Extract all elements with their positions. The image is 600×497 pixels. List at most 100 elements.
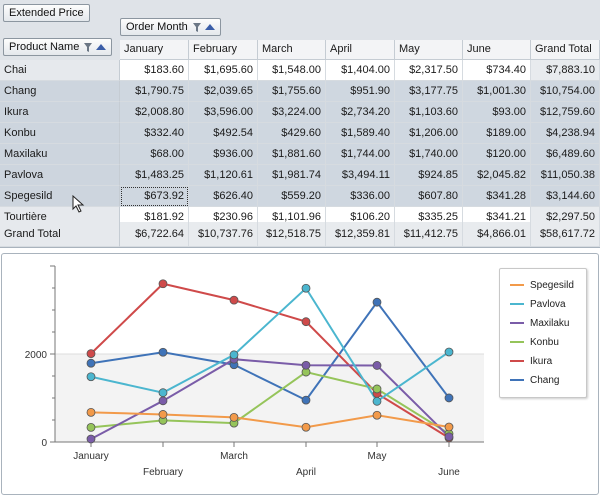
pivot-cell[interactable]: $341.28 xyxy=(463,186,531,207)
pivot-cell[interactable]: $10,737.76 xyxy=(189,222,258,247)
data-point xyxy=(86,358,96,368)
pivot-cell[interactable]: $183.60 xyxy=(120,60,189,81)
pivot-cell[interactable]: $1,483.25 xyxy=(120,165,189,186)
pivot-cell[interactable]: $2,734.20 xyxy=(326,102,395,123)
pivot-cell[interactable]: $951.90 xyxy=(326,81,395,102)
pivot-cell[interactable]: $3,596.00 xyxy=(189,102,258,123)
legend-label: Spegesild xyxy=(530,279,574,291)
legend-label: Maxilaku xyxy=(530,317,570,329)
pivot-cell[interactable]: $1,548.00 xyxy=(258,60,326,81)
pivot-cell[interactable]: $93.00 xyxy=(463,102,531,123)
row-header[interactable]: Chang xyxy=(0,81,120,102)
legend-swatch xyxy=(510,341,524,343)
legend-swatch xyxy=(510,303,524,305)
pivot-cell[interactable]: $673.92 xyxy=(120,186,189,207)
chart-legend: Spegesild Pavlova Maxilaku Konbu Ikura Chang xyxy=(499,268,587,398)
pivot-cell[interactable]: $1,001.30 xyxy=(463,81,531,102)
pivot-cell[interactable]: $429.60 xyxy=(258,123,326,144)
pivot-cell[interactable]: $1,404.00 xyxy=(326,60,395,81)
pivot-cell[interactable]: $3,144.60 xyxy=(531,186,600,207)
pivot-cell[interactable]: $2,317.50 xyxy=(395,60,463,81)
pivot-cell[interactable]: $1,120.61 xyxy=(189,165,258,186)
row-header[interactable]: Grand Total xyxy=(0,222,120,247)
series-line xyxy=(90,358,450,440)
sort-ascending-icon[interactable] xyxy=(96,44,107,50)
filter-icon[interactable] xyxy=(84,42,93,52)
pivot-cell[interactable]: $10,754.00 xyxy=(531,81,600,102)
pivot-cell[interactable]: $1,744.00 xyxy=(326,144,395,165)
pivot-cell[interactable]: $626.40 xyxy=(189,186,258,207)
column-field-button[interactable]: Order Month xyxy=(120,18,221,36)
column-header[interactable]: February xyxy=(189,40,258,60)
pivot-cell[interactable]: $1,981.74 xyxy=(258,165,326,186)
x-tick-label: April xyxy=(296,467,316,478)
pivot-cell[interactable]: $1,790.75 xyxy=(120,81,189,102)
line-chart: 0 2000 January February March April May June xyxy=(25,265,484,478)
row-header[interactable]: Maxilaku xyxy=(0,144,120,165)
column-header[interactable]: January xyxy=(120,40,189,60)
y-tick-label: 2000 xyxy=(25,350,48,361)
data-field-button[interactable]: Extended Price xyxy=(3,4,90,22)
pivot-cell[interactable]: $3,494.11 xyxy=(326,165,395,186)
pivot-cell[interactable]: $3,177.75 xyxy=(395,81,463,102)
pivot-cell[interactable]: $2,045.82 xyxy=(463,165,531,186)
pivot-cell[interactable]: $4,866.01 xyxy=(463,222,531,247)
pivot-cell[interactable]: $3,224.00 xyxy=(258,102,326,123)
pivot-cell[interactable]: $2,039.65 xyxy=(189,81,258,102)
pivot-cell[interactable]: $12,518.75 xyxy=(258,222,326,247)
pivot-cell[interactable]: $1,740.00 xyxy=(395,144,463,165)
pivot-cell[interactable]: $7,883.10 xyxy=(531,60,600,81)
series-line xyxy=(90,411,450,429)
pivot-cell[interactable]: $12,359.81 xyxy=(326,222,395,247)
data-field-label: Extended Price xyxy=(9,7,84,19)
pivot-cell[interactable]: $1,103.60 xyxy=(395,102,463,123)
filter-icon[interactable] xyxy=(192,22,201,32)
mouse-cursor-icon xyxy=(72,195,85,213)
column-header[interactable]: March xyxy=(258,40,326,60)
data-point xyxy=(372,410,382,420)
pivot-cell[interactable]: $4,238.94 xyxy=(531,123,600,144)
pivot-cell[interactable]: $120.00 xyxy=(463,144,531,165)
pivot-cell[interactable]: $2,008.80 xyxy=(120,102,189,123)
legend-swatch xyxy=(510,360,524,362)
pivot-cell[interactable]: $11,050.38 xyxy=(531,165,600,186)
pivot-cell[interactable]: $924.85 xyxy=(395,165,463,186)
pivot-cell[interactable]: $58,617.72 xyxy=(531,222,600,247)
column-header[interactable]: June xyxy=(463,40,531,60)
pivot-cell[interactable]: $492.54 xyxy=(189,123,258,144)
legend-label: Ikura xyxy=(530,355,553,367)
pivot-cell[interactable]: $559.20 xyxy=(258,186,326,207)
row-header[interactable]: Pavlova xyxy=(0,165,120,186)
sort-ascending-icon[interactable] xyxy=(204,24,215,30)
pivot-cell[interactable]: $332.40 xyxy=(120,123,189,144)
pivot-cell[interactable]: $189.00 xyxy=(463,123,531,144)
data-point xyxy=(86,422,96,432)
pivot-cell[interactable]: $936.00 xyxy=(189,144,258,165)
row-header[interactable]: Konbu xyxy=(0,123,120,144)
row-header[interactable]: Ikura xyxy=(0,102,120,123)
pivot-cell[interactable]: $68.00 xyxy=(120,144,189,165)
pivot-cell[interactable]: $6,722.64 xyxy=(120,222,189,247)
legend-item: Ikura xyxy=(510,353,552,369)
pivot-cell[interactable]: $734.40 xyxy=(463,60,531,81)
pivot-cell[interactable]: $1,881.60 xyxy=(258,144,326,165)
column-header[interactable]: April xyxy=(326,40,395,60)
data-point xyxy=(444,393,454,403)
pivot-cell[interactable]: $11,412.75 xyxy=(395,222,463,247)
pivot-cell[interactable]: $6,489.60 xyxy=(531,144,600,165)
pivot-cell[interactable]: $607.80 xyxy=(395,186,463,207)
series-line xyxy=(90,286,450,403)
column-header[interactable]: May xyxy=(395,40,463,60)
data-point xyxy=(444,422,454,432)
pivot-cell[interactable]: $336.00 xyxy=(326,186,395,207)
pivot-cell[interactable]: $1,755.60 xyxy=(258,81,326,102)
pivot-cell[interactable]: $1,206.00 xyxy=(395,123,463,144)
pivot-cell[interactable]: $1,695.60 xyxy=(189,60,258,81)
row-header[interactable]: Spegesild xyxy=(0,186,120,207)
row-header[interactable]: Chai xyxy=(0,60,120,81)
pivot-cell[interactable]: $12,759.60 xyxy=(531,102,600,123)
row-field-button[interactable]: Product Name xyxy=(3,38,113,56)
column-header[interactable]: Grand Total xyxy=(531,40,600,60)
legend-label: Chang xyxy=(530,374,560,386)
pivot-cell[interactable]: $1,589.40 xyxy=(326,123,395,144)
